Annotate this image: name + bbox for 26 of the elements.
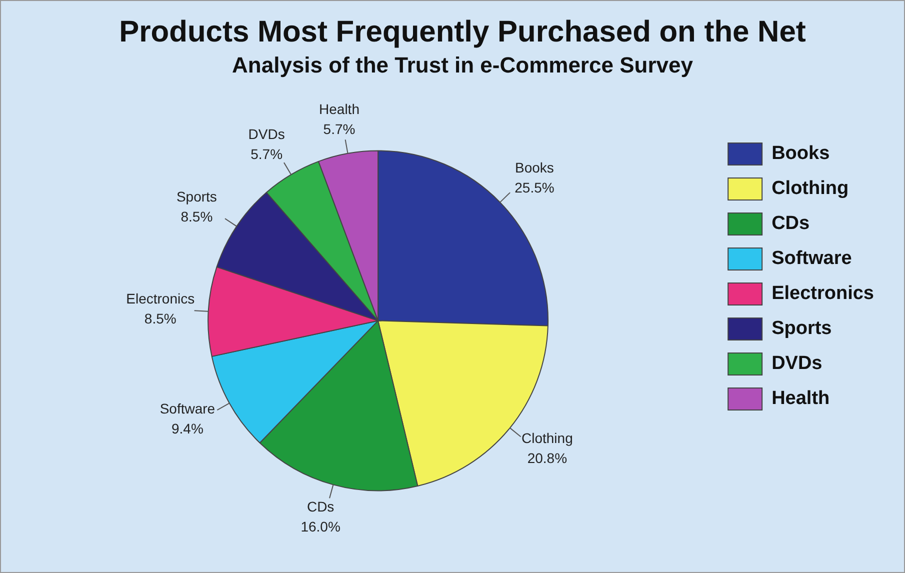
legend-label: Books <box>772 143 830 164</box>
legend-label: Health <box>772 388 830 410</box>
data-label: 8.5% <box>180 208 213 224</box>
data-label: 8.5% <box>144 310 176 326</box>
data-label: 20.8% <box>527 450 568 466</box>
data-label: 5.7% <box>323 120 356 137</box>
data-label: 9.4% <box>171 420 204 437</box>
slice-label: Electronics <box>126 290 195 306</box>
legend-label: Sports <box>772 318 832 340</box>
data-label: 25.5% <box>514 179 554 196</box>
data-label: 5.7% <box>250 146 283 162</box>
slice-label: CDs <box>306 498 334 514</box>
chart-title: Products Most Frequently Purchased on the Net <box>119 15 806 48</box>
legend-label: DVDs <box>772 353 822 374</box>
data-label: 16.0% <box>300 518 340 534</box>
slice-label: Health <box>319 100 360 117</box>
slice-label: Clothing <box>522 430 573 446</box>
legend-label: CDs <box>772 213 810 234</box>
legend-label: Electronics <box>772 283 874 304</box>
legend-label: Clothing <box>772 178 849 200</box>
chart-subtitle: Analysis of the Trust in e-Commerce Survey <box>232 52 694 78</box>
slice-label: Software <box>160 400 216 417</box>
slice-label: Books <box>515 159 554 176</box>
legend-label: Software <box>772 248 852 270</box>
slice-label: DVDs <box>248 126 285 142</box>
slice-label: Sports <box>176 188 217 204</box>
